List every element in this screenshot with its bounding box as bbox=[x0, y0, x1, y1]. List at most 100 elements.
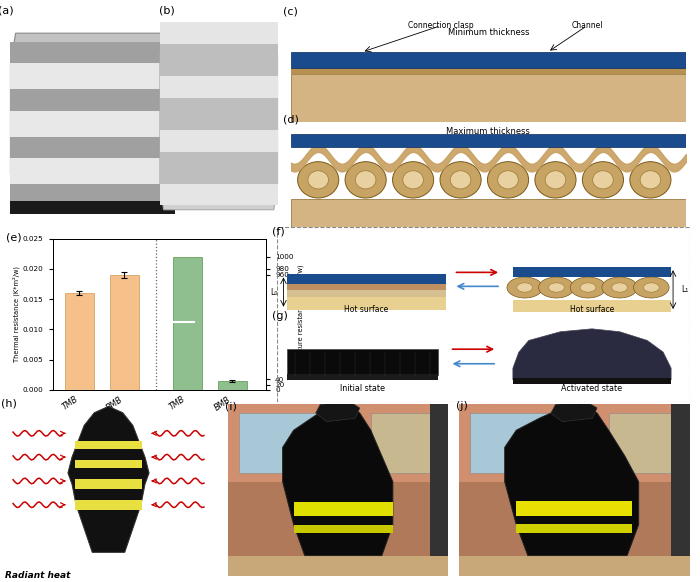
Text: (i): (i) bbox=[225, 401, 237, 411]
Text: (c): (c) bbox=[283, 6, 298, 16]
Bar bbox=[513, 300, 671, 312]
Circle shape bbox=[402, 171, 423, 189]
Polygon shape bbox=[505, 404, 638, 556]
Bar bbox=[75, 480, 142, 489]
Circle shape bbox=[498, 171, 518, 189]
Text: Connection clasp: Connection clasp bbox=[408, 21, 474, 30]
Text: Hot surface: Hot surface bbox=[344, 305, 388, 314]
Bar bbox=[470, 413, 597, 473]
Circle shape bbox=[450, 171, 471, 189]
Text: Channel: Channel bbox=[571, 21, 603, 30]
Bar bbox=[294, 525, 393, 533]
Bar bbox=[160, 44, 277, 76]
Y-axis label: Moisture resistance (Pa*m²/w): Moisture resistance (Pa*m²/w) bbox=[296, 264, 304, 364]
Bar bbox=[288, 284, 446, 290]
Text: L₁: L₁ bbox=[681, 285, 688, 294]
Bar bbox=[75, 500, 142, 509]
Circle shape bbox=[393, 162, 434, 198]
Circle shape bbox=[630, 162, 671, 198]
Bar bbox=[10, 184, 175, 205]
Circle shape bbox=[356, 171, 376, 189]
Bar bbox=[228, 556, 448, 576]
Circle shape bbox=[487, 162, 528, 198]
Circle shape bbox=[308, 171, 328, 189]
Bar bbox=[290, 52, 686, 68]
Text: (f): (f) bbox=[272, 226, 284, 236]
Circle shape bbox=[535, 162, 576, 198]
Bar bbox=[65, 293, 94, 390]
Text: Channel
for STA: Channel for STA bbox=[178, 23, 244, 58]
Circle shape bbox=[507, 277, 542, 298]
Bar bbox=[10, 63, 175, 89]
Bar bbox=[10, 89, 175, 111]
Bar bbox=[10, 137, 175, 158]
Polygon shape bbox=[10, 33, 175, 205]
Bar bbox=[294, 502, 393, 516]
Bar bbox=[75, 441, 142, 449]
Circle shape bbox=[580, 283, 596, 292]
Bar bbox=[75, 460, 142, 469]
Text: Activated state: Activated state bbox=[561, 384, 622, 393]
Bar bbox=[517, 501, 631, 516]
Bar bbox=[239, 413, 360, 473]
Bar bbox=[290, 134, 686, 147]
Polygon shape bbox=[316, 401, 360, 421]
Bar bbox=[160, 23, 277, 44]
Bar bbox=[160, 152, 277, 184]
Polygon shape bbox=[160, 29, 277, 210]
Bar bbox=[290, 68, 686, 74]
Polygon shape bbox=[68, 406, 149, 552]
Bar bbox=[228, 404, 448, 482]
Bar bbox=[288, 290, 446, 297]
Text: Connection
clasp: Connection clasp bbox=[178, 164, 256, 183]
Bar bbox=[430, 404, 448, 576]
Bar bbox=[288, 349, 438, 375]
Circle shape bbox=[298, 162, 339, 198]
Text: (h): (h) bbox=[1, 398, 17, 408]
Circle shape bbox=[538, 277, 574, 298]
Y-axis label: Thermal resistance (K*m²/w): Thermal resistance (K*m²/w) bbox=[13, 267, 20, 362]
Text: (b): (b) bbox=[159, 5, 174, 15]
Bar bbox=[160, 76, 277, 98]
Bar bbox=[371, 413, 437, 473]
Bar bbox=[160, 130, 277, 151]
Circle shape bbox=[640, 171, 661, 189]
Bar bbox=[513, 378, 671, 384]
Bar bbox=[173, 257, 202, 390]
Bar bbox=[458, 556, 690, 576]
Circle shape bbox=[440, 162, 481, 198]
Bar bbox=[517, 524, 631, 533]
Circle shape bbox=[643, 283, 659, 292]
Text: (e): (e) bbox=[6, 233, 21, 243]
Bar bbox=[10, 158, 175, 184]
Bar bbox=[290, 74, 686, 122]
Circle shape bbox=[545, 171, 566, 189]
Text: Hot surface: Hot surface bbox=[570, 305, 614, 314]
Bar bbox=[218, 381, 247, 390]
Circle shape bbox=[582, 162, 624, 198]
Circle shape bbox=[570, 277, 606, 298]
Text: (j): (j) bbox=[456, 401, 468, 411]
Circle shape bbox=[634, 277, 669, 298]
Bar bbox=[110, 275, 139, 390]
Bar bbox=[10, 42, 175, 63]
Circle shape bbox=[549, 283, 564, 292]
Bar bbox=[288, 275, 446, 284]
Bar bbox=[290, 199, 686, 227]
Bar bbox=[160, 184, 277, 205]
Bar bbox=[458, 404, 690, 482]
Bar bbox=[10, 201, 175, 214]
Bar bbox=[288, 297, 446, 310]
Circle shape bbox=[612, 283, 628, 292]
Text: Minimum thickness: Minimum thickness bbox=[447, 29, 529, 37]
Circle shape bbox=[345, 162, 386, 198]
Bar bbox=[609, 413, 678, 473]
Polygon shape bbox=[513, 329, 671, 380]
Text: (d): (d) bbox=[283, 115, 298, 125]
Circle shape bbox=[593, 171, 613, 189]
Text: (g): (g) bbox=[272, 311, 288, 321]
Bar bbox=[160, 98, 277, 130]
Polygon shape bbox=[551, 401, 597, 421]
Text: Maximum thickness: Maximum thickness bbox=[447, 127, 530, 136]
Bar bbox=[513, 267, 671, 277]
